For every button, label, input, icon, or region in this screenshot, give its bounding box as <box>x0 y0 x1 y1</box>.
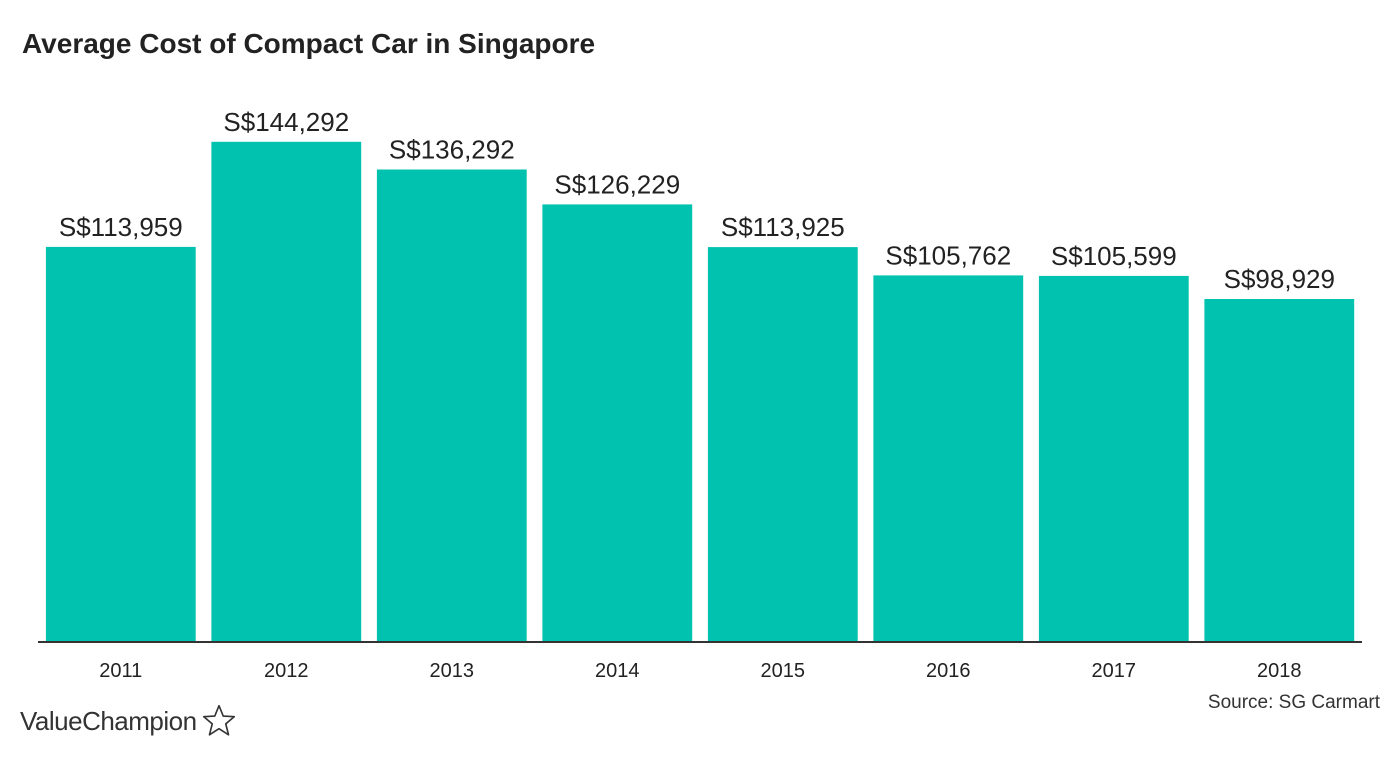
bar-2013 <box>376 169 527 642</box>
star-outline-icon <box>202 704 235 736</box>
data-label-2015: S$113,925 <box>721 212 845 242</box>
bar-2016 <box>873 275 1024 642</box>
x-tick-label-2011: 2011 <box>99 660 142 682</box>
data-label-2013: S$136,292 <box>389 135 515 165</box>
x-tick-label-2012: 2012 <box>264 660 309 682</box>
data-labels-group: S$113,959 S$144,292 S$136,292 S$126,229 S$11… <box>59 107 1335 294</box>
bar-2014 <box>542 204 693 642</box>
data-label-2011: S$113,959 <box>59 212 183 242</box>
data-label-2017: S$105,599 <box>1051 241 1177 271</box>
x-tick-labels-group: 2011 2012 2013 2014 2015 2016 2017 2018 <box>99 660 1301 682</box>
bar-2017 <box>1038 275 1189 642</box>
bar-2012 <box>211 141 362 643</box>
source-note: Source: SG Carmart <box>1207 692 1380 713</box>
bar-2011 <box>45 246 196 642</box>
bar-2015 <box>707 247 858 642</box>
data-label-2014: S$126,229 <box>554 169 680 199</box>
x-tick-label-2018: 2018 <box>1257 660 1302 682</box>
x-tick-label-2013: 2013 <box>430 660 475 682</box>
data-label-2018: S$98,929 <box>1224 264 1335 294</box>
chart-title: Average Cost of Compact Car in Singapore <box>22 28 596 59</box>
x-tick-label-2017: 2017 <box>1092 660 1137 682</box>
data-label-2012: S$144,292 <box>223 107 349 137</box>
brand-name: ValueChampion <box>20 705 197 736</box>
brand-logo: ValueChampion <box>20 703 237 739</box>
x-tick-label-2015: 2015 <box>761 660 806 682</box>
bar-2018 <box>1204 299 1355 642</box>
bar-chart: S$113,959 S$144,292 S$136,292 S$126,229 S$11… <box>38 107 1362 682</box>
x-tick-label-2014: 2014 <box>595 660 640 682</box>
bars-group <box>45 141 1355 643</box>
data-label-2016: S$105,762 <box>885 240 1011 270</box>
x-tick-label-2016: 2016 <box>926 660 971 682</box>
